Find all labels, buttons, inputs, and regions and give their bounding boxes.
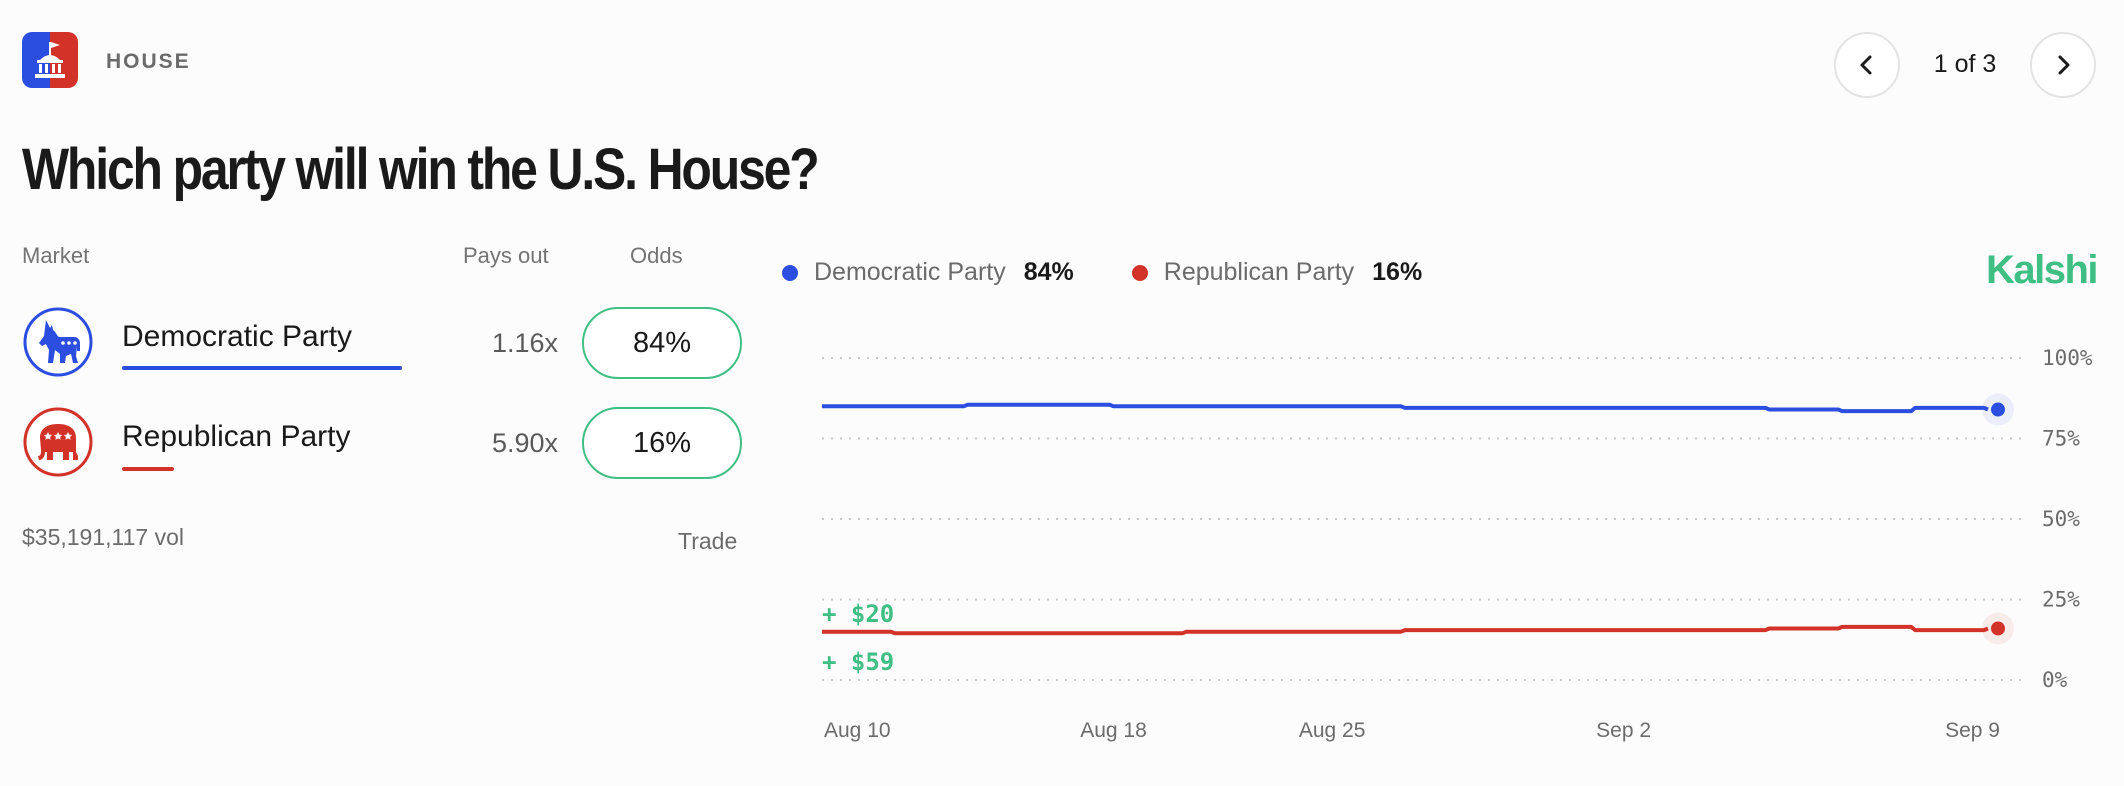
y-tick-label: 25% (2042, 588, 2080, 612)
series-end-point (1991, 402, 2005, 417)
payout-annotation: + $59 (822, 648, 894, 676)
y-tick-label: 0% (2042, 668, 2068, 692)
pager-indicator: 1 of 3 (1933, 50, 1997, 78)
chevron-right-icon (2058, 55, 2070, 75)
legend-dot-republican (1131, 264, 1148, 281)
x-tick-label: Aug 25 (1299, 719, 1366, 742)
odds-button-democratic[interactable]: 84% (582, 307, 742, 379)
chart-legend: Democratic Party 84% Republican Party 16… (782, 258, 1480, 287)
capitol-flag-icon (22, 32, 78, 88)
market-row-name[interactable]: Democratic Party (122, 320, 353, 353)
trade-link[interactable]: Trade (678, 528, 738, 554)
y-tick-label: 100% (2042, 346, 2093, 370)
probability-bar (122, 366, 402, 370)
next-market-button[interactable] (2030, 32, 2096, 98)
donkey-icon (22, 306, 94, 378)
category-label: HOUSE (106, 50, 191, 73)
legend-name: Democratic Party (814, 258, 1006, 286)
x-tick-label: Aug 10 (824, 719, 891, 742)
previous-market-button[interactable] (1834, 32, 1900, 98)
series-line-republican (822, 624, 1989, 636)
volume-label: $35,191,117 vol (22, 524, 184, 550)
y-tick-label: 75% (2042, 427, 2080, 451)
elephant-icon (22, 406, 94, 478)
legend-dot-democratic (782, 264, 798, 281)
y-tick-label: 50% (2042, 507, 2080, 531)
series-line-democratic (822, 402, 1989, 414)
chevron-left-icon (1860, 55, 1872, 75)
column-header-odds: Odds (630, 243, 683, 268)
pays-out-value: 1.16x (491, 328, 558, 358)
market-row-name[interactable]: Republican Party (122, 420, 351, 453)
odds-button-republican[interactable]: 16% (582, 407, 742, 479)
column-header-market: Market (22, 243, 90, 268)
series-end-point (1991, 621, 2005, 636)
pays-out-value: 5.90x (491, 428, 558, 458)
page-title: Which party will win the U.S. House? (22, 137, 820, 202)
kalshi-logo: Kalshi (1986, 248, 2099, 292)
x-tick-label: Sep 9 (1945, 719, 2000, 742)
x-tick-label: Aug 18 (1080, 719, 1147, 742)
column-header-pays-out: Pays out (463, 243, 549, 268)
payout-annotation: + $20 (822, 600, 894, 628)
legend-name: Republican Party (1163, 258, 1355, 286)
probability-bar (122, 467, 174, 471)
legend-value: 16% (1372, 258, 1423, 286)
price-history-chart: 100% 75% 50% 25% 0% Aug 10 Aug 18 Aug 25 Sep 2 S… (822, 346, 2093, 742)
x-tick-label: Sep 2 (1596, 719, 1651, 742)
legend-value: 84% (1023, 258, 1074, 286)
